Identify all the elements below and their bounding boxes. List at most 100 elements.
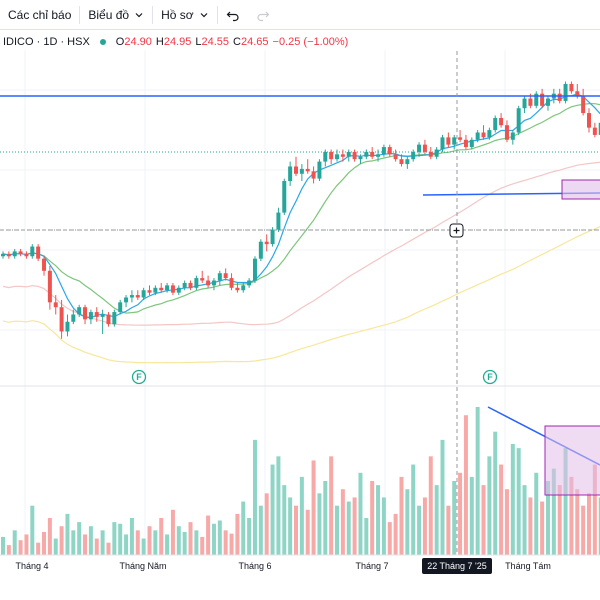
volume-bar xyxy=(288,497,293,555)
volume-bar xyxy=(387,522,392,555)
volume-bar xyxy=(504,489,509,555)
symbol-title[interactable]: IDICO · 1D · HSX xyxy=(3,36,90,48)
volume-bar xyxy=(317,493,322,555)
candle xyxy=(170,282,175,296)
candle-body xyxy=(53,302,58,308)
event-marker[interactable]: F xyxy=(131,369,147,385)
candle-body xyxy=(329,151,334,160)
candle-body xyxy=(270,229,275,245)
candle-body xyxy=(288,166,293,182)
candle-body xyxy=(311,171,316,179)
volume-bar xyxy=(135,530,140,555)
candle xyxy=(335,149,340,162)
ma-slow-line xyxy=(2,161,600,326)
price-chart[interactable]: F F Tháng 4 Tháng Năm Tháng 6 Tháng 7 Tháng Tá… xyxy=(0,50,600,600)
candle-body xyxy=(252,258,257,281)
candle-body xyxy=(458,137,463,140)
volume-bar xyxy=(434,485,439,555)
volume-bar xyxy=(94,538,99,555)
volume-bar xyxy=(499,464,504,555)
redo-button[interactable] xyxy=(248,0,278,30)
candle xyxy=(217,270,222,286)
candle-body xyxy=(118,302,123,313)
candle xyxy=(510,130,515,145)
volume-bar xyxy=(598,497,600,555)
candle-body xyxy=(516,108,521,133)
time-axis-background xyxy=(0,555,600,600)
volume-bar xyxy=(252,439,257,555)
candle xyxy=(393,149,398,162)
candle xyxy=(206,275,211,288)
ma-fast-line xyxy=(2,93,600,319)
volume-bar xyxy=(358,472,363,555)
volume-bar xyxy=(592,464,597,555)
profile-menu-button[interactable]: Hồ sơ xyxy=(153,0,217,30)
candle-body xyxy=(94,312,99,317)
candle xyxy=(30,244,35,259)
candle xyxy=(381,144,386,157)
candle xyxy=(323,149,328,167)
redo-icon xyxy=(257,11,269,21)
volume-bar xyxy=(159,518,164,555)
candle xyxy=(569,81,574,94)
volume-bar xyxy=(258,505,263,555)
candle xyxy=(135,290,140,300)
volume-bar xyxy=(305,509,310,555)
candle xyxy=(211,278,216,291)
volume-bars xyxy=(1,407,600,555)
candle xyxy=(12,248,17,259)
candle-body xyxy=(264,241,269,245)
candle-body xyxy=(569,83,574,92)
candle xyxy=(112,309,117,327)
volume-bar xyxy=(36,542,41,555)
candle-body xyxy=(440,137,445,150)
undo-button[interactable] xyxy=(218,0,248,30)
volume-bar xyxy=(352,497,357,555)
volume-bar xyxy=(200,536,205,555)
volume-bar xyxy=(188,522,193,555)
plus-glyph xyxy=(453,227,460,234)
volume-bar xyxy=(376,485,381,555)
candle xyxy=(100,309,105,334)
candle-body xyxy=(534,93,539,106)
candle xyxy=(129,290,134,303)
candle-body xyxy=(147,290,152,293)
volume-bar xyxy=(77,522,82,555)
candle xyxy=(270,227,275,247)
candle-body xyxy=(235,287,240,291)
candle-body xyxy=(475,132,480,140)
chart-menu-button[interactable]: Biểu đồ xyxy=(80,0,152,30)
undo-icon xyxy=(226,11,239,21)
candle-body xyxy=(405,159,410,165)
candle-body xyxy=(411,151,416,160)
candle xyxy=(118,299,123,315)
volume-bar xyxy=(65,513,70,555)
candle-body xyxy=(229,278,234,288)
volume-bar xyxy=(422,497,427,555)
candle xyxy=(587,108,591,133)
candle-body xyxy=(42,258,47,271)
add-button-icon[interactable] xyxy=(449,223,464,238)
volume-bar xyxy=(516,448,521,555)
ma-mid-line xyxy=(2,102,600,314)
candle xyxy=(36,244,41,262)
volume-bar xyxy=(24,534,29,555)
candle-body xyxy=(592,127,597,135)
ma-long-line xyxy=(2,226,600,364)
candle xyxy=(77,304,82,317)
event-marker-label: F xyxy=(487,372,493,382)
candle-body xyxy=(387,147,392,155)
candle xyxy=(545,96,550,111)
candle xyxy=(1,251,5,259)
candle-body xyxy=(194,278,199,288)
event-marker[interactable]: F xyxy=(482,369,498,385)
volume-bar xyxy=(100,530,105,555)
indicators-button[interactable]: Các chỉ báo xyxy=(0,0,79,30)
candle-body xyxy=(563,83,568,101)
candle xyxy=(42,256,47,276)
candle-body xyxy=(528,98,533,106)
volume-bar xyxy=(170,509,175,555)
candle xyxy=(223,268,228,281)
volume-bar xyxy=(475,407,480,555)
candle xyxy=(417,142,422,157)
